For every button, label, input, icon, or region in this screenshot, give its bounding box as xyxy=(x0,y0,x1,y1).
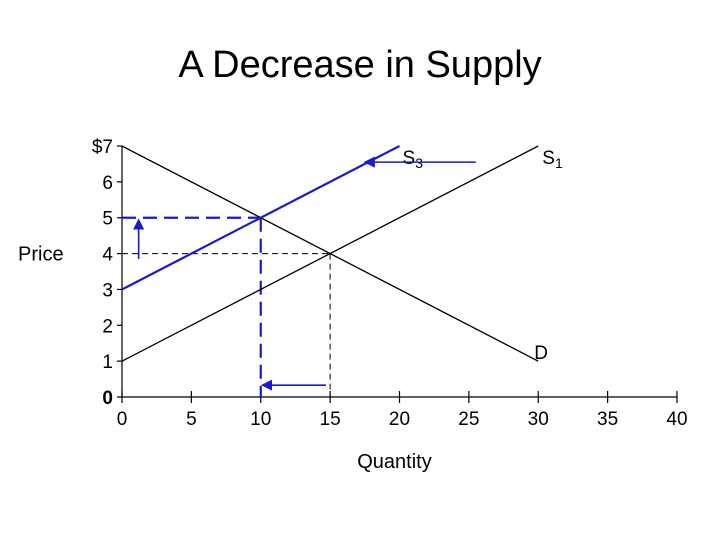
y-axis-label: Price xyxy=(18,244,64,266)
d-label: D xyxy=(534,343,548,364)
x-tick-label: 20 xyxy=(389,409,410,430)
x-tick-label: 30 xyxy=(528,409,549,430)
y-tick-label: 1 xyxy=(102,352,113,373)
x-tick-label: 40 xyxy=(666,409,687,430)
y-tick-label: 2 xyxy=(102,316,113,337)
x-tick-label: 15 xyxy=(320,409,341,430)
slide-title: A Decrease in Supply xyxy=(178,44,542,86)
x-tick-label: 25 xyxy=(458,409,479,430)
y-tick-label: 3 xyxy=(102,280,113,301)
x-tick-label: 10 xyxy=(250,409,271,430)
x-tick-label: 0 xyxy=(117,409,128,430)
s1-label: S1 xyxy=(542,148,563,171)
y-tick-label: 0 xyxy=(102,388,113,409)
x-axis-label: Quantity xyxy=(357,451,431,473)
y-tick-label: 5 xyxy=(102,209,113,230)
y-tick-label: 6 xyxy=(102,173,113,194)
x-tick-label: 5 xyxy=(186,409,197,430)
y-tick-label: 4 xyxy=(102,245,113,266)
y-tick-label: $7 xyxy=(92,137,113,158)
s1-curve xyxy=(121,145,539,362)
s3-label: S3 xyxy=(403,148,424,171)
s3-curve xyxy=(121,145,401,291)
x-tick-label: 35 xyxy=(597,409,618,430)
